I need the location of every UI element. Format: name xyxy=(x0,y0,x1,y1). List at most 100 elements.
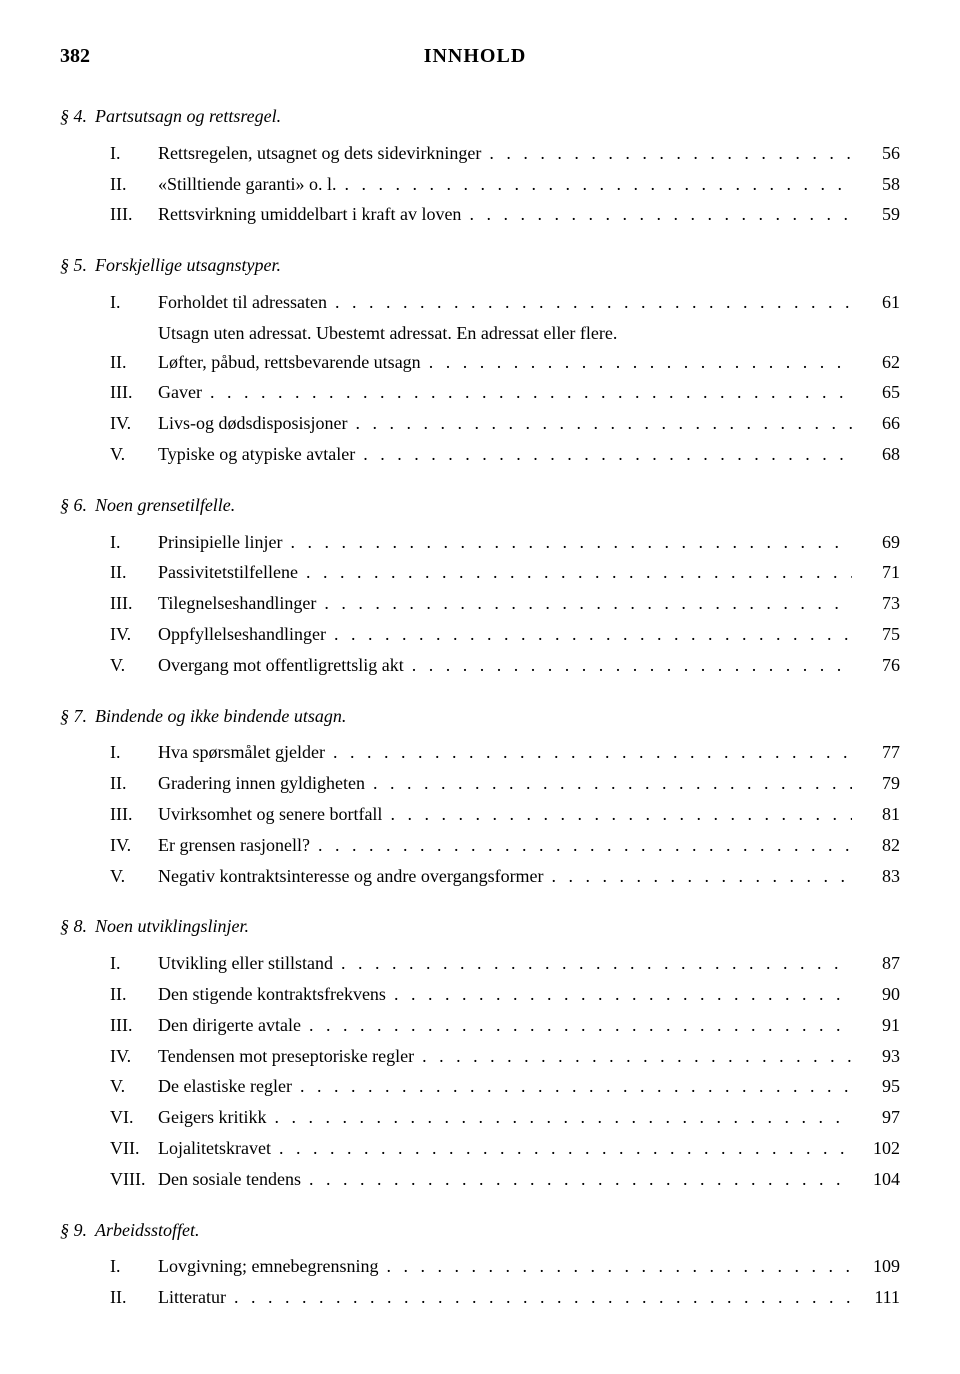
entry-page: 61 xyxy=(860,288,900,317)
section-number: § 6. xyxy=(60,491,87,520)
entry-page: 56 xyxy=(860,139,900,168)
entry-page: 111 xyxy=(860,1283,900,1312)
toc-section: § 9.Arbeidsstoffet. I.Lovgivning; emnebeg… xyxy=(60,1216,900,1312)
toc-entry: II.Gradering innen gyldigheten79 xyxy=(110,769,900,798)
entry-number: II. xyxy=(110,980,158,1009)
entry-text-wrap: Litteratur xyxy=(158,1283,860,1312)
entry-text-wrap: Er grensen rasjonell? xyxy=(158,831,860,860)
entry-text-wrap: Tendensen mot preseptoriske regler xyxy=(158,1042,860,1071)
entry-number: I. xyxy=(110,139,158,168)
leader-dots xyxy=(344,170,852,199)
entry-text: Gaver xyxy=(158,378,202,407)
leader-dots xyxy=(422,1042,852,1071)
leader-dots xyxy=(279,1134,852,1163)
entry-page: 71 xyxy=(860,558,900,587)
entry-number: I. xyxy=(110,1252,158,1281)
entry-page: 68 xyxy=(860,440,900,469)
entry-number: VIII. xyxy=(110,1165,158,1194)
entry-text-wrap: Prinsipielle linjer xyxy=(158,528,860,557)
entry-page: 75 xyxy=(860,620,900,649)
entry-text-wrap: Lojalitetskravet xyxy=(158,1134,860,1163)
entry-text: Litteratur xyxy=(158,1283,226,1312)
entry-text: Den sosiale tendens xyxy=(158,1165,301,1194)
entry-page: 102 xyxy=(860,1134,900,1163)
page-header: 382 INNHOLD xyxy=(60,40,900,72)
leader-dots xyxy=(309,1011,852,1040)
entry-page: 62 xyxy=(860,348,900,377)
section-number: § 7. xyxy=(60,702,87,731)
entry-number: IV. xyxy=(110,831,158,860)
leader-dots xyxy=(309,1165,852,1194)
leader-dots xyxy=(489,139,852,168)
entry-text: Negativ kontraktsinteresse og andre over… xyxy=(158,862,544,891)
leader-dots xyxy=(234,1283,852,1312)
entry-text-wrap: Rettsregelen, utsagnet og dets sidevirkn… xyxy=(158,139,860,168)
section-heading: § 6. Noen grensetilfelle. xyxy=(60,491,900,520)
leader-dots xyxy=(469,200,852,229)
toc-section: § 5.Forskjellige utsagnstyper. I.Forholde… xyxy=(60,251,900,469)
entry-number: III. xyxy=(110,200,158,229)
entry-text: Tilegnelseshandlinger xyxy=(158,589,316,618)
leader-dots xyxy=(373,769,852,798)
entry-page: 104 xyxy=(860,1165,900,1194)
section-title: Noen grensetilfelle. xyxy=(95,491,235,520)
entry-text-wrap: Livs-og dødsdisposisjoner xyxy=(158,409,860,438)
entry-text-wrap: Overgang mot offentligrettslig akt xyxy=(158,651,860,680)
leader-dots xyxy=(341,949,852,978)
toc-entry: IV.Er grensen rasjonell?82 xyxy=(110,831,900,860)
toc-entry: IV.Oppfyllelseshandlinger75 xyxy=(110,620,900,649)
toc-section: § 6.Noen grensetilfelle.I.Prinsipielle l… xyxy=(60,491,900,680)
toc-section: § 8.Noen utviklingslinjer.I.Utvikling el… xyxy=(60,912,900,1193)
entry-number: III. xyxy=(110,1011,158,1040)
leader-dots xyxy=(390,800,852,829)
toc-entry: VI.Geigers kritikk97 xyxy=(110,1103,900,1132)
leader-dots xyxy=(386,1252,852,1281)
toc-entry: III.Tilegnelseshandlinger73 xyxy=(110,589,900,618)
entry-page: 91 xyxy=(860,1011,900,1040)
page-title: INNHOLD xyxy=(90,40,860,72)
entry-text-wrap: Forholdet til adressaten xyxy=(158,288,860,317)
entry-number: IV. xyxy=(110,1042,158,1071)
entry-number: I. xyxy=(110,738,158,767)
section-heading: § 5.Forskjellige utsagnstyper. xyxy=(60,251,900,280)
entry-page: 87 xyxy=(860,949,900,978)
leader-dots xyxy=(333,738,852,767)
entry-text: Livs-og dødsdisposisjoner xyxy=(158,409,348,438)
leader-dots xyxy=(274,1103,852,1132)
entry-number: II. xyxy=(110,1283,158,1312)
toc-entry: VIII.Den sosiale tendens 104 xyxy=(110,1165,900,1194)
entry-text: Typiske og atypiske avtaler xyxy=(158,440,355,469)
leader-dots xyxy=(290,528,852,557)
entry-text: Lojalitetskravet xyxy=(158,1134,271,1163)
entry-number: III. xyxy=(110,378,158,407)
toc-entry: V.Negativ kontraktsinteresse og andre ov… xyxy=(110,862,900,891)
entry-page: 73 xyxy=(860,589,900,618)
section-heading: § 9.Arbeidsstoffet. xyxy=(60,1216,900,1245)
toc-entry: II.Litteratur 111 xyxy=(110,1283,900,1312)
entry-text-wrap: Utvikling eller stillstand xyxy=(158,949,860,978)
entry-page: 109 xyxy=(860,1252,900,1281)
toc-entry: II.«Stilltiende garanti» o. l.58 xyxy=(110,170,900,199)
entry-text: Den stigende kontraktsfrekvens xyxy=(158,980,386,1009)
entry-text-wrap: Uvirksomhet og senere bortfall xyxy=(158,800,860,829)
entry-text: Overgang mot offentligrettslig akt xyxy=(158,651,404,680)
entry-page: 82 xyxy=(860,831,900,860)
section-number: § 8. xyxy=(60,912,87,941)
section-title: Noen utviklingslinjer. xyxy=(95,912,249,941)
entry-number: III. xyxy=(110,800,158,829)
entry-text-wrap: Den stigende kontraktsfrekvens xyxy=(158,980,860,1009)
entry-number: VI. xyxy=(110,1103,158,1132)
toc-entry: I.Lovgivning; emnebegrensning 109 xyxy=(110,1252,900,1281)
leader-dots xyxy=(300,1072,852,1101)
entry-text: Lovgivning; emnebegrensning xyxy=(158,1252,378,1281)
leader-dots xyxy=(334,620,852,649)
entry-text: «Stilltiende garanti» o. l. xyxy=(158,170,336,199)
entry-page: 90 xyxy=(860,980,900,1009)
page-number: 382 xyxy=(60,40,90,72)
toc-entry: II.Den stigende kontraktsfrekvens 90 xyxy=(110,980,900,1009)
toc-entry: I.Forholdet til adressaten61 xyxy=(110,288,900,317)
entry-page: 97 xyxy=(860,1103,900,1132)
toc-entry: III.Rettsvirkning umiddelbart i kraft av… xyxy=(110,200,900,229)
toc-entry: III.Den dirigerte avtale91 xyxy=(110,1011,900,1040)
entry-page: 65 xyxy=(860,378,900,407)
